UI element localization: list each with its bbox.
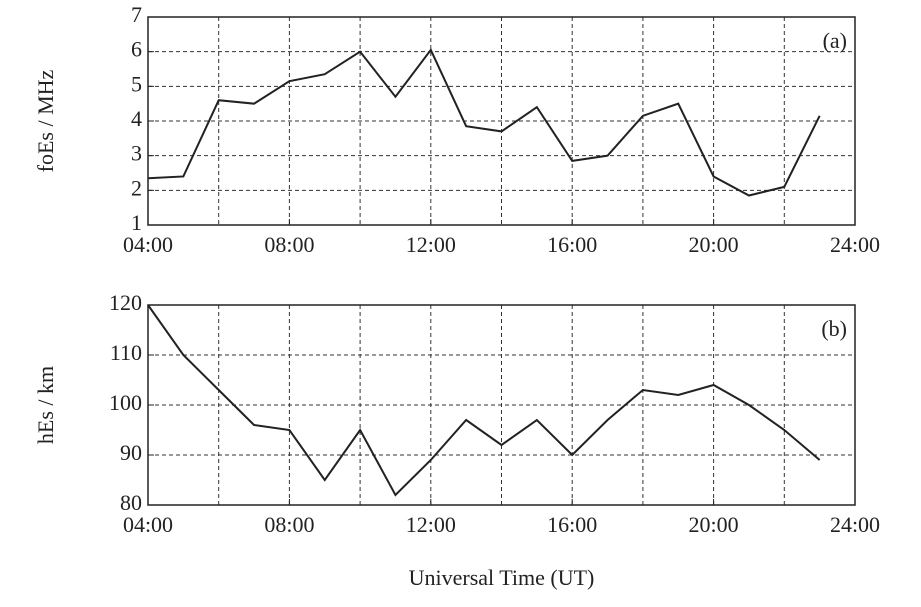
y-tick-label: 120	[109, 290, 142, 315]
y-tick-label: 3	[131, 141, 142, 166]
x-tick-label: 16:00	[547, 512, 597, 537]
y-tick-label: 6	[131, 37, 142, 62]
y-axis-title: foEs / MHz	[33, 69, 58, 172]
annotation: (a)	[823, 28, 847, 53]
y-tick-label: 110	[110, 340, 142, 365]
x-tick-label: 12:00	[406, 512, 456, 537]
x-tick-label: 08:00	[264, 512, 314, 537]
annotation: (b)	[821, 316, 847, 341]
y-tick-label: 1	[131, 210, 142, 235]
plot-frame	[147, 16, 856, 226]
data-line	[147, 48, 821, 197]
x-tick-label: 04:00	[123, 512, 173, 537]
x-tick-label: 04:00	[123, 232, 173, 257]
x-tick-label: 24:00	[830, 512, 880, 537]
y-axis-title: hEs / km	[33, 366, 58, 444]
y-tick-label: 5	[131, 71, 142, 96]
plot-frame	[147, 304, 856, 506]
y-tick-label: 4	[131, 106, 142, 131]
x-tick-label: 08:00	[264, 232, 314, 257]
y-tick-label: 80	[120, 490, 142, 515]
y-tick-label: 7	[131, 2, 142, 27]
x-tick-label: 12:00	[406, 232, 456, 257]
y-tick-label: 100	[109, 390, 142, 415]
x-tick-label: 16:00	[547, 232, 597, 257]
y-tick-label: 90	[120, 440, 142, 465]
x-tick-label: 24:00	[830, 232, 880, 257]
y-tick-label: 2	[131, 175, 142, 200]
x-tick-label: 20:00	[689, 232, 739, 257]
x-tick-label: 20:00	[689, 512, 739, 537]
x-axis-title: Universal Time (UT)	[409, 565, 595, 590]
data-line	[147, 304, 821, 497]
